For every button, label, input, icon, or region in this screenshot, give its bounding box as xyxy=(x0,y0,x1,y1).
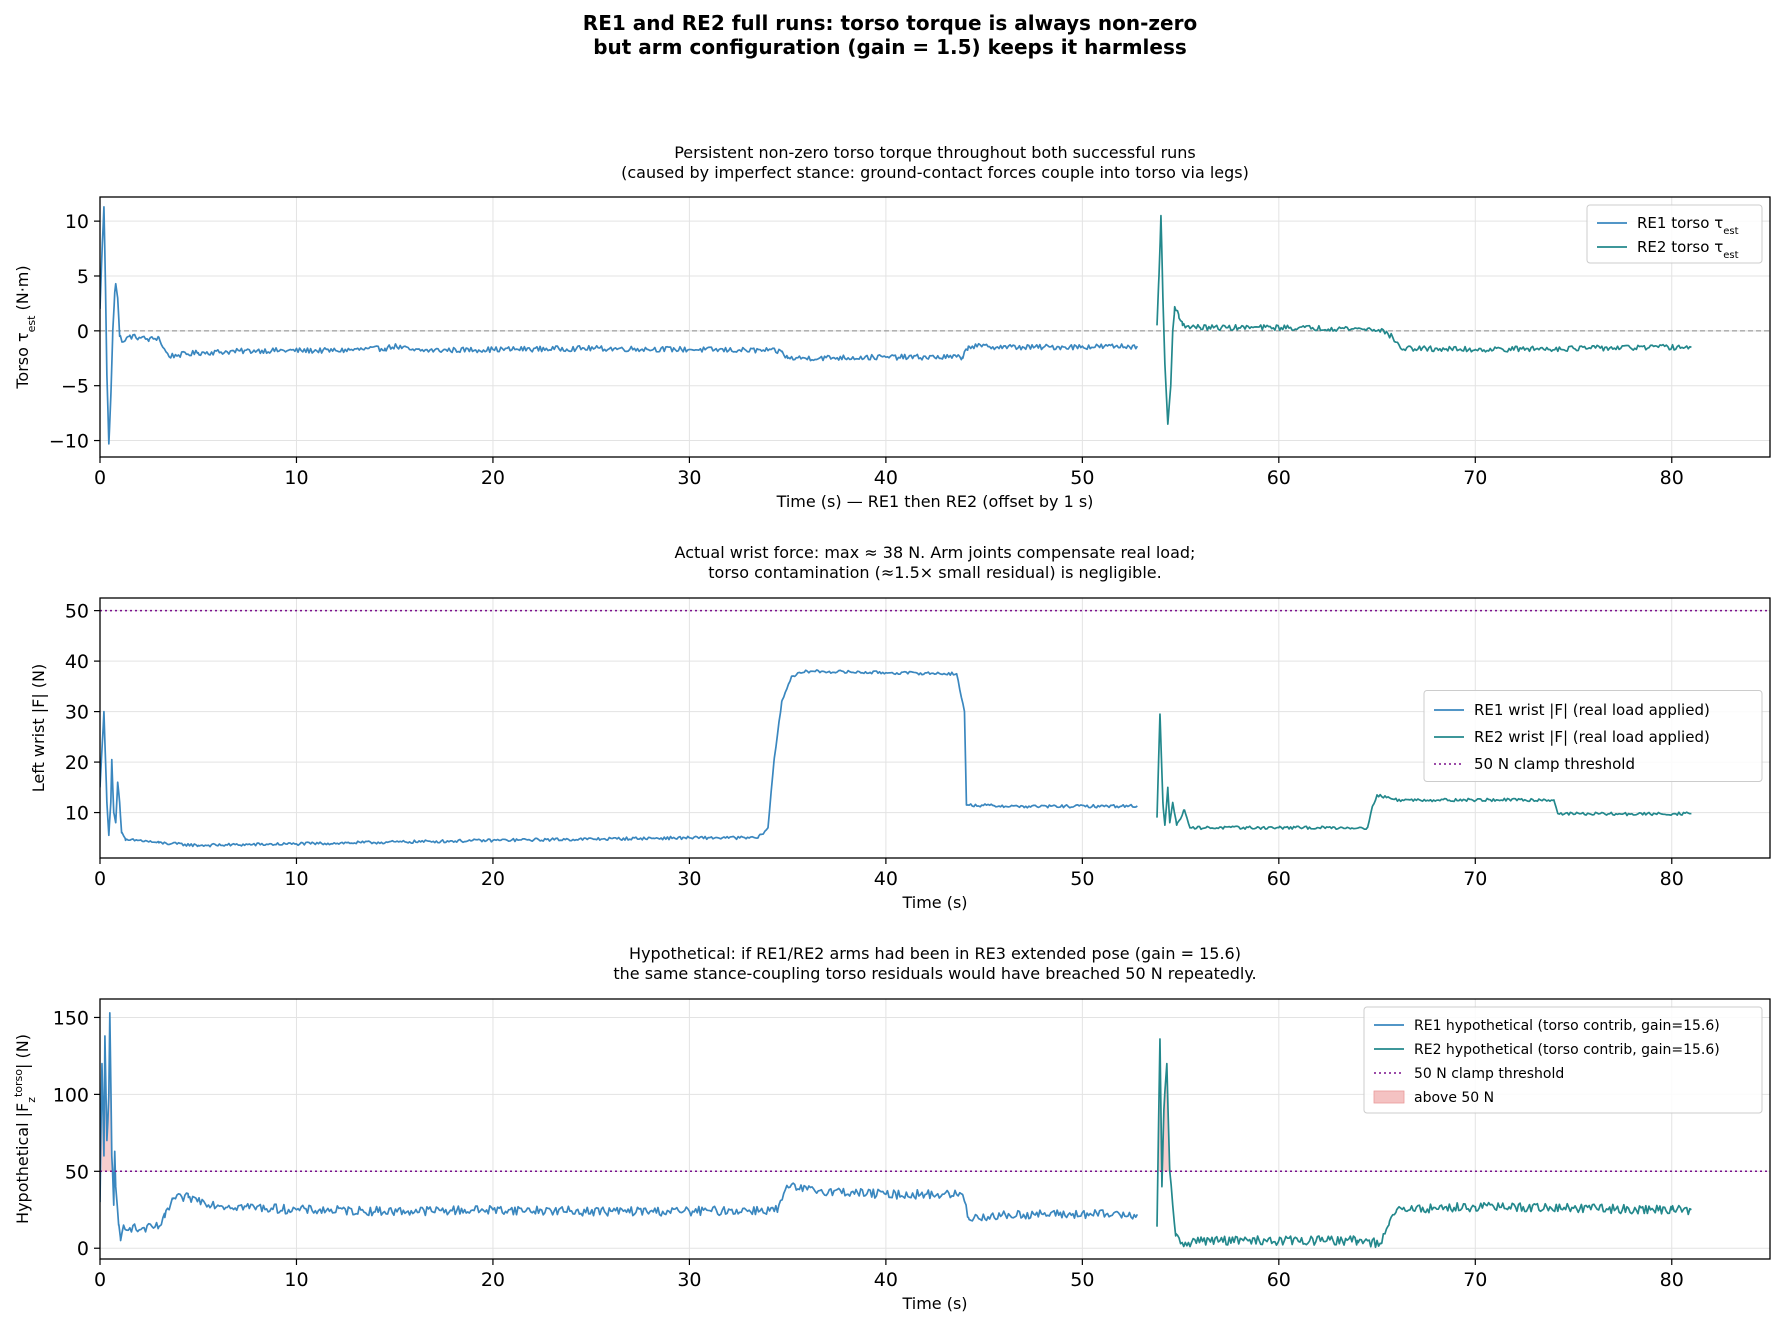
panel-3-title-line-1: Hypothetical: if RE1/RE2 arms had been i… xyxy=(629,944,1241,963)
chart-panels: Persistent non-zero torso torque through… xyxy=(12,143,1771,1313)
x-tick-label: 0 xyxy=(94,1269,106,1291)
x-tick-label: 0 xyxy=(94,467,106,489)
panel-3-title-line-2: the same stance-coupling torso residuals… xyxy=(613,964,1256,983)
x-axis-label: Time (s) xyxy=(901,1294,967,1313)
legend-box xyxy=(1363,1006,1763,1114)
panel-2-title-line-2: torso contamination (≈1.5× small residua… xyxy=(708,563,1161,582)
y-tick-label: 150 xyxy=(53,1007,89,1029)
x-tick-label: 40 xyxy=(874,467,898,489)
series-line-re1 xyxy=(100,1012,1139,1242)
panel-3: Hypothetical: if RE1/RE2 arms had been i… xyxy=(12,944,1771,1313)
y-tick-label: −10 xyxy=(49,431,89,453)
x-tick-label: 80 xyxy=(1660,467,1684,489)
y-tick-label: 100 xyxy=(53,1084,89,1106)
x-tick-label: 60 xyxy=(1267,467,1291,489)
x-tick-label: 40 xyxy=(874,868,898,890)
y-axis-label: Left wrist |F| (N) xyxy=(29,664,48,793)
legend-box xyxy=(1586,204,1763,264)
x-tick-label: 50 xyxy=(1070,467,1094,489)
y-tick-label: 20 xyxy=(65,752,89,774)
axes-frame xyxy=(99,196,1771,458)
legend-label: RE2 torso τest xyxy=(1637,238,1739,261)
legend-fill-swatch xyxy=(1373,1090,1405,1104)
x-tick-label: 10 xyxy=(284,1269,308,1291)
series-line-re1 xyxy=(100,206,1139,445)
x-tick-label: 0 xyxy=(94,868,106,890)
x-tick-label: 50 xyxy=(1070,868,1094,890)
x-tick-label: 20 xyxy=(481,467,505,489)
legend-label: RE1 wrist |F| (real load applied) xyxy=(1474,701,1710,719)
series-line-re2 xyxy=(1156,214,1692,425)
x-tick-label: 10 xyxy=(284,868,308,890)
x-tick-label: 70 xyxy=(1463,868,1487,890)
legend: RE1 wrist |F| (real load applied) RE2 wri… xyxy=(1423,690,1763,782)
x-tick-label: 10 xyxy=(284,467,308,489)
y-tick-label: 30 xyxy=(65,702,89,724)
y-tick-label: 40 xyxy=(65,651,89,673)
y-tick-label: 10 xyxy=(65,211,89,233)
y-tick-label: 0 xyxy=(77,1238,89,1260)
figure-suptitle-line-2: but arm configuration (gain = 1.5) keeps… xyxy=(593,35,1187,59)
x-tick-label: 60 xyxy=(1267,868,1291,890)
x-tick-label: 70 xyxy=(1463,467,1487,489)
x-tick-label: 80 xyxy=(1660,1269,1684,1291)
legend-label: above 50 N xyxy=(1414,1090,1494,1106)
axes-frame xyxy=(99,597,1771,859)
series-line-re2 xyxy=(1156,713,1692,831)
y-tick-label: 10 xyxy=(65,803,89,825)
panel-1-title-line-1: Persistent non-zero torso torque through… xyxy=(674,143,1196,162)
legend: RE1 hypothetical (torso contrib, gain=15… xyxy=(1363,1006,1763,1114)
x-axis-label: Time (s) xyxy=(901,893,967,912)
y-axis-label: Torso τest (N·m) xyxy=(13,265,38,389)
x-tick-label: 30 xyxy=(677,467,701,489)
x-axis-label: Time (s) — RE1 then RE2 (offset by 1 s) xyxy=(776,492,1094,511)
x-tick-label: 70 xyxy=(1463,1269,1487,1291)
panel-2-title-line-1: Actual wrist force: max ≈ 38 N. Arm join… xyxy=(675,543,1196,562)
panel-1: Persistent non-zero torso torque through… xyxy=(13,143,1771,511)
x-tick-label: 60 xyxy=(1267,1269,1291,1291)
axes-frame xyxy=(99,998,1771,1260)
x-tick-label: 20 xyxy=(481,868,505,890)
panel-2: Actual wrist force: max ≈ 38 N. Arm join… xyxy=(29,543,1771,912)
legend-label: 50 N clamp threshold xyxy=(1474,755,1635,773)
legend-label: RE1 torso τest xyxy=(1637,214,1739,237)
panel-1-title-line-2: (caused by imperfect stance: ground-cont… xyxy=(621,163,1249,182)
x-tick-label: 30 xyxy=(677,868,701,890)
series-line-re2 xyxy=(1156,1038,1692,1249)
series-line-re1 xyxy=(100,669,1138,848)
legend-label: RE2 hypothetical (torso contrib, gain=15… xyxy=(1414,1042,1720,1058)
y-tick-label: 0 xyxy=(77,321,89,343)
y-tick-label: 50 xyxy=(65,1161,89,1183)
x-tick-label: 50 xyxy=(1070,1269,1094,1291)
y-tick-label: −5 xyxy=(61,376,89,398)
legend-label: 50 N clamp threshold xyxy=(1414,1066,1564,1082)
x-tick-label: 80 xyxy=(1660,868,1684,890)
y-tick-label: 5 xyxy=(77,266,89,288)
y-axis-label: Hypothetical |Fztorso| (N) xyxy=(12,1034,38,1224)
x-tick-label: 40 xyxy=(874,1269,898,1291)
x-tick-label: 20 xyxy=(481,1269,505,1291)
figure-suptitle-line-1: RE1 and RE2 full runs: torso torque is a… xyxy=(583,11,1197,35)
legend-label: RE2 wrist |F| (real load applied) xyxy=(1474,728,1710,746)
legend-label: RE1 hypothetical (torso contrib, gain=15… xyxy=(1414,1018,1720,1034)
legend-box xyxy=(1423,690,1763,782)
y-tick-label: 50 xyxy=(65,601,89,623)
x-tick-label: 30 xyxy=(677,1269,701,1291)
